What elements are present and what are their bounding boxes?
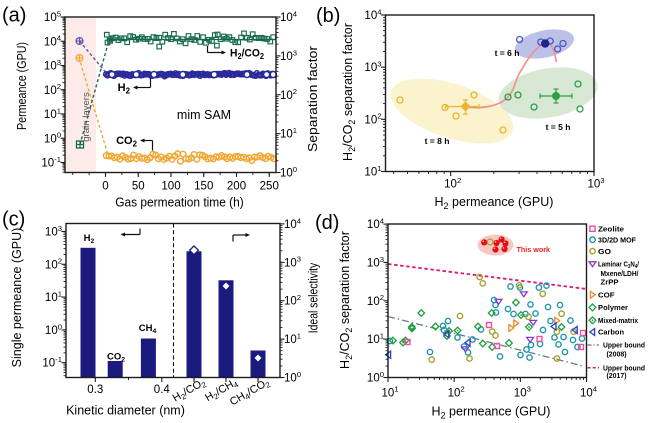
svg-text:(b): (b) [316, 5, 340, 27]
svg-text:0.3: 0.3 [87, 384, 103, 396]
svg-text:Ideal selectivity: Ideal selectivity [307, 262, 321, 333]
svg-text:Permeance (GPU): Permeance (GPU) [15, 42, 29, 130]
svg-text:Single permeance (GPU): Single permeance (GPU) [10, 228, 24, 368]
svg-text:H2/CO2 separation factor: H2/CO2 separation factor [338, 231, 354, 369]
svg-text:t = 5 h: t = 5 h [546, 122, 571, 132]
svg-text:CO2: CO2 [116, 135, 138, 148]
svg-text:Zeolite: Zeolite [598, 224, 624, 233]
svg-text:Upper bound: Upper bound [603, 341, 645, 350]
svg-text:H2/CO2: H2/CO2 [230, 48, 265, 61]
svg-text:Mixed-matrix: Mixed-matrix [598, 316, 638, 325]
svg-text:100: 100 [161, 181, 180, 193]
svg-text:50: 50 [132, 181, 145, 193]
svg-text:Laminar C3N4/: Laminar C3N4/ [598, 260, 639, 271]
svg-text:t = 8 h: t = 8 h [425, 136, 450, 146]
svg-text:H2: H2 [84, 233, 95, 245]
svg-text:This work: This work [517, 245, 551, 254]
svg-text:CH4: CH4 [139, 323, 157, 335]
svg-text:COF: COF [598, 290, 615, 299]
svg-text:Mxene/LDH/: Mxene/LDH/ [601, 269, 639, 278]
svg-text:150: 150 [194, 181, 213, 193]
svg-text:t = 6 h: t = 6 h [495, 48, 520, 58]
svg-text:200: 200 [227, 181, 246, 193]
svg-text:H2 permeance (GPU): H2 permeance (GPU) [432, 405, 551, 421]
svg-text:Carbon: Carbon [598, 328, 624, 337]
svg-text:0: 0 [102, 181, 108, 193]
svg-text:(a): (a) [2, 5, 26, 27]
svg-text:grain layers: grain layers [81, 92, 92, 142]
svg-text:(2017): (2017) [607, 371, 628, 380]
svg-text:H2 permeance (GPU): H2 permeance (GPU) [435, 195, 554, 211]
svg-text:(d): (d) [315, 212, 339, 234]
svg-text:H2/CO2 separation factor: H2/CO2 separation factor [341, 23, 357, 161]
svg-text:ZrPP: ZrPP [601, 278, 619, 287]
svg-text:Gas permeation time (h): Gas permeation time (h) [115, 195, 244, 209]
svg-text:CO2: CO2 [107, 352, 125, 364]
svg-text:0.4: 0.4 [154, 384, 171, 396]
svg-text:Polymer: Polymer [598, 303, 628, 312]
svg-text:Upper bound: Upper bound [603, 364, 645, 373]
svg-text:mim SAM: mim SAM [177, 108, 231, 122]
svg-text:250: 250 [260, 181, 279, 193]
svg-text:Kinetic diameter (nm): Kinetic diameter (nm) [66, 404, 185, 418]
svg-text:(c): (c) [2, 209, 25, 231]
svg-text:(2008): (2008) [607, 349, 628, 358]
svg-text:3D/2D MOF: 3D/2D MOF [598, 235, 637, 244]
svg-text:GO: GO [598, 247, 611, 256]
svg-text:Separation factor: Separation factor [306, 46, 320, 152]
